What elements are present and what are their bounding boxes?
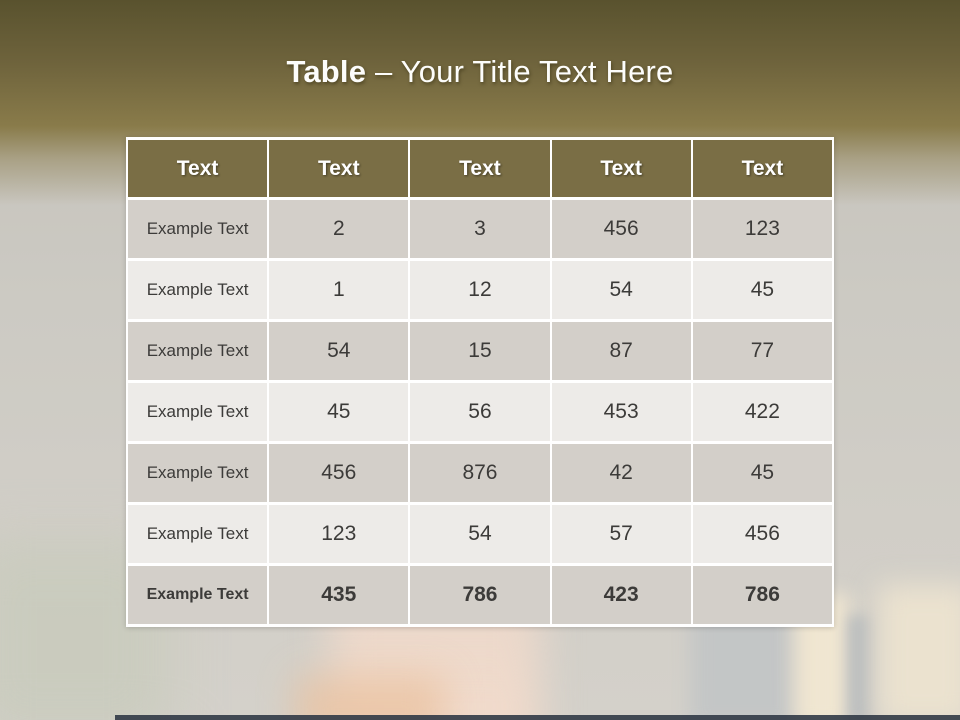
row-label-cell: Example Text: [128, 505, 268, 563]
table-header-cell: Text: [410, 140, 550, 197]
value-cell: 42: [551, 444, 691, 502]
value-cell: 123: [269, 505, 409, 563]
value-cell: 456: [269, 444, 409, 502]
value-cell: 45: [269, 383, 409, 441]
slide-title-keyword: Table: [286, 54, 367, 89]
value-cell: 435: [269, 566, 409, 624]
table-row: Example Text 1 12 54 45: [128, 261, 832, 319]
table-header-row: Text Text Text Text Text: [128, 140, 832, 197]
table-row: Example Text 123 54 57 456: [128, 505, 832, 563]
table-row: Example Text 456 876 42 45: [128, 444, 832, 502]
table-header-cell: Text: [551, 140, 691, 197]
value-cell: 456: [692, 505, 832, 563]
table-body: Example Text 2 3 456 123 Example Text 1 12 54 45 E…: [128, 200, 832, 624]
value-cell: 3: [410, 200, 550, 258]
row-label-cell: Example Text: [128, 383, 268, 441]
table-header-cell: Text: [128, 140, 268, 197]
value-cell: 54: [551, 261, 691, 319]
value-cell: 15: [410, 322, 550, 380]
table-row: Example Text 435 786 423 786: [128, 566, 832, 624]
value-cell: 77: [692, 322, 832, 380]
table-header-cell: Text: [269, 140, 409, 197]
value-cell: 56: [410, 383, 550, 441]
row-label-cell: Example Text: [128, 261, 268, 319]
table-header-cell: Text: [692, 140, 832, 197]
slide-title-text: – Your Title Text Here: [374, 54, 674, 89]
value-cell: 876: [410, 444, 550, 502]
value-cell: 786: [410, 566, 550, 624]
row-label-cell: Example Text: [128, 322, 268, 380]
value-cell: 422: [692, 383, 832, 441]
value-cell: 87: [551, 322, 691, 380]
content-table: Text Text Text Text Text Example Text 2 3 456 12…: [126, 137, 834, 627]
table-row: Example Text 45 56 453 422: [128, 383, 832, 441]
background-blur-shape-gray-thin: [848, 615, 872, 720]
table-row: Example Text 2 3 456 123: [128, 200, 832, 258]
bottom-edge-bar: [115, 715, 960, 720]
value-cell: 453: [551, 383, 691, 441]
table-row: Example Text 54 15 87 77: [128, 322, 832, 380]
row-label-cell: Example Text: [128, 566, 268, 624]
value-cell: 2: [269, 200, 409, 258]
value-cell: 786: [692, 566, 832, 624]
value-cell: 54: [410, 505, 550, 563]
value-cell: 423: [551, 566, 691, 624]
value-cell: 45: [692, 444, 832, 502]
value-cell: 12: [410, 261, 550, 319]
value-cell: 45: [692, 261, 832, 319]
value-cell: 57: [551, 505, 691, 563]
row-label-cell: Example Text: [128, 444, 268, 502]
value-cell: 123: [692, 200, 832, 258]
slide-title: Table – Your Title Text Here: [0, 54, 960, 90]
row-label-cell: Example Text: [128, 200, 268, 258]
value-cell: 456: [551, 200, 691, 258]
background-blur-shape-orange-spot: [295, 675, 445, 720]
background-blur-shape-cream-right: [878, 585, 960, 720]
value-cell: 54: [269, 322, 409, 380]
table-head: Text Text Text Text Text: [128, 140, 832, 197]
value-cell: 1: [269, 261, 409, 319]
